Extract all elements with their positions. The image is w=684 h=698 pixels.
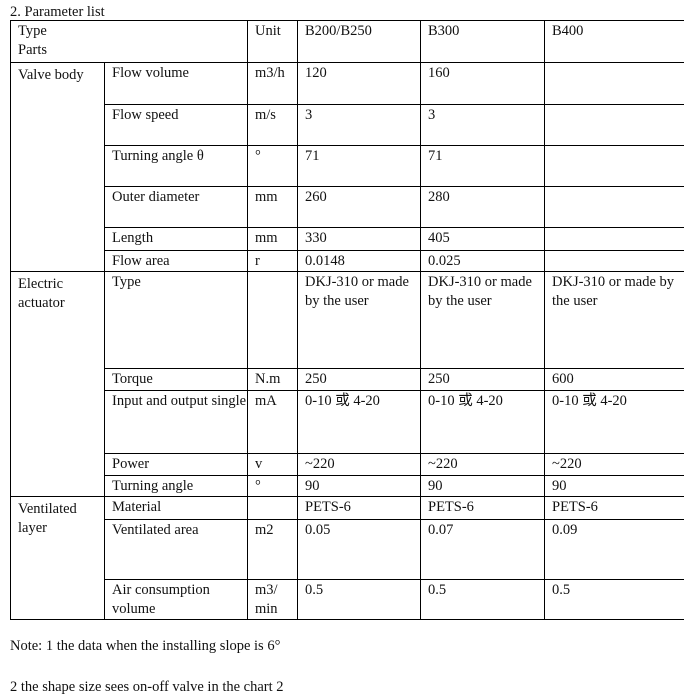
- value-cell: 0-10 或 4-20: [544, 390, 684, 454]
- unit-cell: mm: [247, 227, 298, 251]
- unit-header: Unit: [247, 20, 298, 63]
- parameter-table: Type Parts Unit B200/B250 B300 B400 Valve…: [10, 20, 684, 620]
- value-cell: PETS-6: [297, 496, 421, 520]
- value-cell: 90: [297, 475, 421, 497]
- value-cell: 90: [420, 475, 545, 497]
- param-name: Turning angle θ: [104, 145, 248, 187]
- value-cell: 0.025: [420, 250, 545, 272]
- value-cell: 250: [420, 368, 545, 391]
- model-header: B300: [420, 20, 545, 63]
- value-cell: 250: [297, 368, 421, 391]
- unit-cell: °: [247, 475, 298, 497]
- table-row: Torque N.m 250 250 600: [11, 368, 684, 391]
- value-cell: [544, 104, 684, 146]
- unit-cell: m2: [247, 519, 298, 580]
- table-row: Ventilated layer Material PETS-6 PETS-6 PETS…: [10, 496, 684, 620]
- unit-cell: m3/h: [247, 62, 298, 105]
- param-name: Flow area: [104, 250, 248, 272]
- unit-cell: m/s: [247, 104, 298, 146]
- unit-cell: v: [247, 453, 298, 476]
- table-row: Turning angle ° 90 90 90: [11, 475, 684, 497]
- value-cell: DKJ-310 or made by the user: [420, 271, 545, 369]
- param-name: Input and output single: [104, 390, 248, 454]
- value-cell: [544, 250, 684, 272]
- table-row: Input and output single mA 0-10 或 4-20 0-10…: [11, 390, 684, 454]
- value-cell: 3: [297, 104, 421, 146]
- value-cell: ~220: [420, 453, 545, 476]
- table-row: Air consumption volume m3/ min 0.5 0.5 0.5: [11, 579, 684, 620]
- section-title: 2. Parameter list: [10, 4, 105, 20]
- value-cell: 0.5: [297, 579, 421, 620]
- param-name: Power: [104, 453, 248, 476]
- group-name: Ventilated layer: [10, 496, 105, 620]
- table-row: Outer diameter mm 260 280: [11, 186, 684, 228]
- value-cell: 0-10 或 4-20: [420, 390, 545, 454]
- type-parts-header: Type Parts: [10, 20, 248, 63]
- unit-cell: r: [247, 250, 298, 272]
- value-cell: 0-10 或 4-20: [297, 390, 421, 454]
- type-label: Type: [18, 23, 47, 39]
- unit-cell: mm: [247, 186, 298, 228]
- unit-cell: N.m: [247, 368, 298, 391]
- param-name: Material: [104, 496, 248, 520]
- table-row: Length mm 330 405: [11, 227, 684, 251]
- value-cell: DKJ-310 or made by the user: [544, 271, 684, 369]
- unit-cell: °: [247, 145, 298, 187]
- param-name: Length: [104, 227, 248, 251]
- value-cell: 280: [420, 186, 545, 228]
- value-cell: 71: [297, 145, 421, 187]
- value-cell: 120: [297, 62, 421, 105]
- unit-cell: [247, 271, 298, 369]
- value-cell: 0.0148: [297, 250, 421, 272]
- value-cell: 3: [420, 104, 545, 146]
- param-name: Flow speed: [104, 104, 248, 146]
- param-name: Torque: [104, 368, 248, 391]
- header-row: Type Parts Unit B200/B250 B300 B400: [10, 20, 684, 63]
- value-cell: 405: [420, 227, 545, 251]
- param-name: Flow volume: [104, 62, 248, 105]
- note-2: 2 the shape size sees on-off valve in th…: [10, 679, 284, 695]
- value-cell: PETS-6: [544, 496, 684, 520]
- table-row: Flow speed m/s 3 3: [11, 104, 684, 146]
- value-cell: [544, 62, 684, 105]
- note-1: Note: 1 the data when the installing slo…: [10, 638, 281, 654]
- value-cell: 600: [544, 368, 684, 391]
- value-cell: 160: [420, 62, 545, 105]
- table-row: Flow area r 0.0148 0.025: [11, 250, 684, 272]
- value-cell: DKJ-310 or made by the user: [297, 271, 421, 369]
- value-cell: 0.07: [420, 519, 545, 580]
- group-name: Electric actuator: [10, 271, 105, 497]
- value-cell: 0.05: [297, 519, 421, 580]
- value-cell: PETS-6: [420, 496, 545, 520]
- value-cell: ~220: [297, 453, 421, 476]
- param-name: Air consumption volume: [104, 579, 248, 620]
- param-name: Outer diameter: [104, 186, 248, 228]
- value-cell: 71: [420, 145, 545, 187]
- param-name: Ventilated area: [104, 519, 248, 580]
- group-name: Valve body: [10, 62, 105, 272]
- value-cell: ~220: [544, 453, 684, 476]
- unit-cell: [247, 496, 298, 520]
- value-cell: 330: [297, 227, 421, 251]
- value-cell: [544, 145, 684, 187]
- table-row: Electric actuator Type DKJ-310 or made by …: [10, 271, 684, 497]
- unit-cell: m3/ min: [247, 579, 298, 620]
- model-header: B400: [544, 20, 684, 63]
- unit-cell: mA: [247, 390, 298, 454]
- value-cell: 0.5: [420, 579, 545, 620]
- param-name: Type: [104, 271, 248, 369]
- table-row: Power v ~220 ~220 ~220: [11, 453, 684, 476]
- param-name: Turning angle: [104, 475, 248, 497]
- value-cell: [544, 186, 684, 228]
- model-header: B200/B250: [297, 20, 421, 63]
- table-row: Ventilated area m2 0.05 0.07 0.09: [11, 519, 684, 580]
- table-row: Turning angle θ ° 71 71: [11, 145, 684, 187]
- value-cell: 260: [297, 186, 421, 228]
- value-cell: 90: [544, 475, 684, 497]
- table-row: Valve body Flow volume m3/h 120 160: [10, 62, 684, 272]
- value-cell: 0.5: [544, 579, 684, 620]
- parts-label: Parts: [18, 42, 47, 58]
- value-cell: 0.09: [544, 519, 684, 580]
- value-cell: [544, 227, 684, 251]
